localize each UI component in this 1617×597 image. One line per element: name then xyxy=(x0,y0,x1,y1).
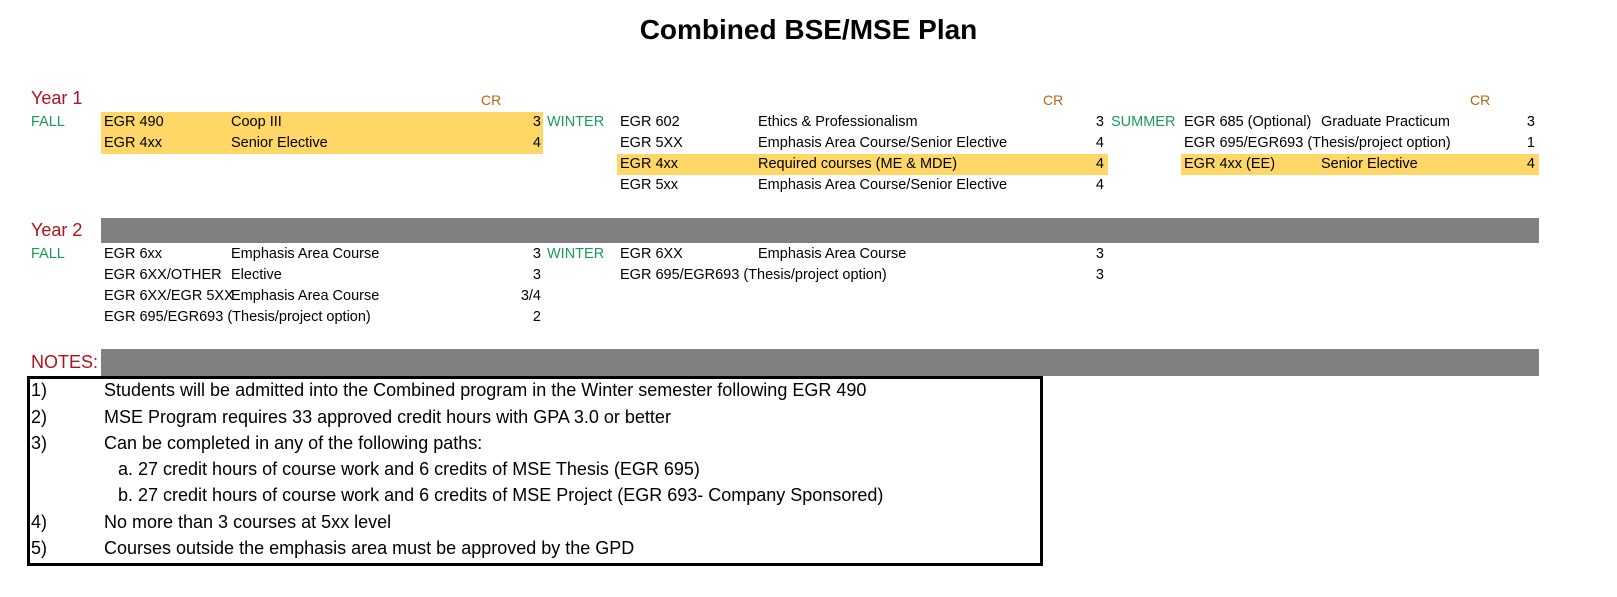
note-number: 5) xyxy=(31,538,48,558)
course-credits: 3 xyxy=(1526,114,1535,130)
year-2-label: Year 2 xyxy=(31,220,83,240)
cr-header-winter: CR xyxy=(1043,92,1064,108)
course-credits: 4 xyxy=(1526,156,1535,172)
course-title: Emphasis Area Course/Senior Elective xyxy=(758,177,1008,193)
course-credits: 1 xyxy=(1526,135,1535,151)
highlight-row xyxy=(101,112,543,133)
course-code: EGR 685 (Optional) xyxy=(1184,114,1312,130)
course-credits: 3 xyxy=(532,246,541,262)
cr-header-fall: CR xyxy=(481,92,502,108)
course-code: EGR 695/EGR693 (Thesis/project option) xyxy=(1184,135,1451,151)
page-title: Combined BSE/MSE Plan xyxy=(639,14,978,45)
course-title: Required courses (ME & MDE) xyxy=(758,156,958,172)
course-credits: 3 xyxy=(1095,267,1104,283)
note-number: 2) xyxy=(31,407,48,427)
course-title: Graduate Practicum xyxy=(1321,114,1450,130)
course-credits: 4 xyxy=(1095,135,1104,151)
note-subitem: a. 27 credit hours of course work and 6 … xyxy=(118,459,700,479)
course-code: EGR 6xx xyxy=(104,246,163,262)
y1-summer-semester-label: SUMMER xyxy=(1111,114,1176,130)
note-number: 4) xyxy=(31,512,48,532)
note-text: Students will be admitted into the Combi… xyxy=(104,380,867,400)
course-code: EGR 490 xyxy=(104,114,164,130)
course-title: Senior Elective xyxy=(231,135,328,151)
note-text: Can be completed in any of the following… xyxy=(104,433,483,453)
notes-box xyxy=(27,376,1043,566)
course-title: Emphasis Area Course/Senior Elective xyxy=(758,135,1008,151)
course-code: EGR 695/EGR693 (Thesis/project option) xyxy=(620,267,887,283)
notes-divider-bar xyxy=(101,349,1539,376)
year-1-label: Year 1 xyxy=(31,88,83,108)
course-code: EGR 6XX xyxy=(620,246,683,262)
notes-label: NOTES: xyxy=(31,352,99,372)
course-title: Senior Elective xyxy=(1321,156,1418,172)
course-title: Coop III xyxy=(231,114,282,130)
course-code: EGR 4xx xyxy=(104,135,163,151)
course-code: EGR 4xx (EE) xyxy=(1184,156,1276,172)
course-credits: 4 xyxy=(1095,177,1104,193)
note-number: 3) xyxy=(31,433,48,453)
highlight-row xyxy=(617,154,1108,175)
course-credits: 3 xyxy=(1095,246,1104,262)
y1-fall-semester-label: FALL xyxy=(31,114,65,130)
course-credits: 4 xyxy=(1095,156,1104,172)
note-text: MSE Program requires 33 approved credit … xyxy=(104,407,671,427)
note-text: Courses outside the emphasis area must b… xyxy=(104,538,635,558)
course-credits: 2 xyxy=(532,309,541,325)
course-title: Elective xyxy=(231,267,282,283)
y2-fall-semester-label: FALL xyxy=(31,246,65,262)
highlight-row xyxy=(101,133,543,154)
course-code: EGR 6XX/EGR 5XX xyxy=(104,288,234,304)
course-code: EGR 4xx xyxy=(620,156,679,172)
year-2-divider-bar xyxy=(101,218,1539,243)
course-code: EGR 695/EGR693 (Thesis/project option) xyxy=(104,309,371,325)
highlight-row xyxy=(1181,154,1539,175)
course-code: EGR 602 xyxy=(620,114,680,130)
course-title: Emphasis Area Course xyxy=(231,246,380,262)
course-credits: 4 xyxy=(532,135,541,151)
note-number: 1) xyxy=(31,380,48,400)
note-subitem: b. 27 credit hours of course work and 6 … xyxy=(118,485,884,505)
course-code: EGR 5XX xyxy=(620,135,683,151)
course-code: EGR 6XX/OTHER xyxy=(104,267,222,283)
course-credits: 3/4 xyxy=(520,288,541,304)
y1-winter-semester-label: WINTER xyxy=(547,114,605,130)
cr-header-summer: CR xyxy=(1470,92,1491,108)
course-title: Emphasis Area Course xyxy=(758,246,907,262)
y2-winter-semester-label: WINTER xyxy=(547,246,605,262)
course-credits: 3 xyxy=(1095,114,1104,130)
course-credits: 3 xyxy=(532,267,541,283)
note-text: No more than 3 courses at 5xx level xyxy=(104,512,392,532)
course-title: Emphasis Area Course xyxy=(231,288,380,304)
course-title: Ethics & Professionalism xyxy=(758,114,918,130)
course-credits: 3 xyxy=(532,114,541,130)
course-code: EGR 5xx xyxy=(620,177,679,193)
